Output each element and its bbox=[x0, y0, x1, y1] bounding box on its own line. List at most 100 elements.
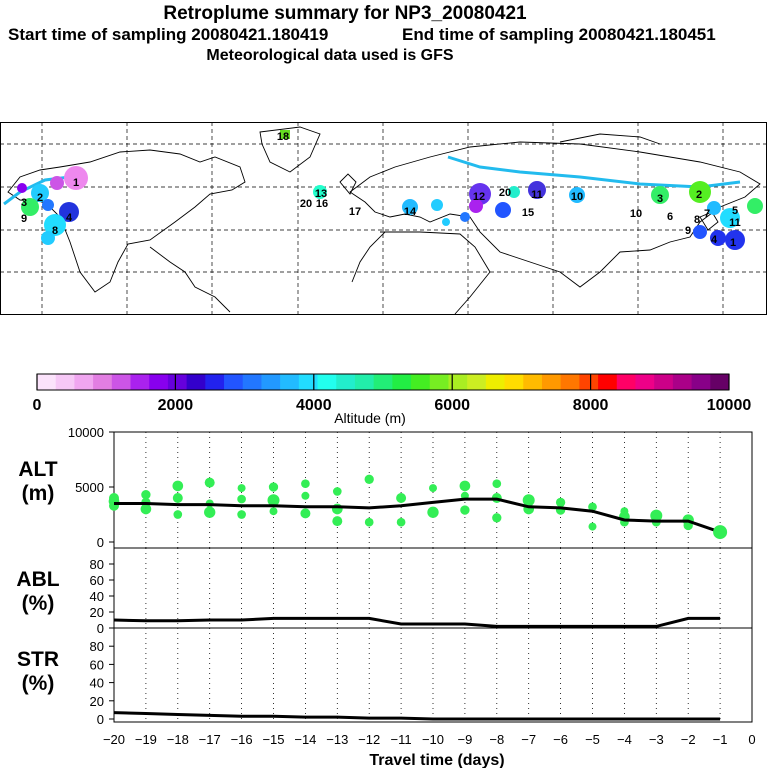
colorbar-cell bbox=[205, 374, 225, 390]
colorbar-cell bbox=[635, 374, 655, 390]
y-axis-label: ABL bbox=[16, 568, 59, 591]
plume-point bbox=[588, 522, 597, 531]
x-tick-label: −2 bbox=[681, 732, 696, 747]
plume-point bbox=[172, 480, 184, 492]
map-label: 10 bbox=[571, 191, 583, 203]
map-label: 11 bbox=[531, 189, 543, 201]
plume-point bbox=[237, 484, 246, 493]
colorbar-cell bbox=[485, 374, 506, 390]
colorbar-cell bbox=[504, 374, 524, 390]
colorbar-cell bbox=[429, 374, 449, 390]
plume-point bbox=[267, 494, 280, 507]
plume-point bbox=[331, 503, 343, 515]
map-label: 4 bbox=[66, 212, 73, 224]
altitude-colorbar: 0 2000 4000 6000 8000 10000 Altitude (m) bbox=[33, 373, 751, 426]
y-tick-label: 80 bbox=[90, 639, 104, 654]
plume-point bbox=[460, 505, 470, 515]
y-tick-label: 80 bbox=[90, 557, 104, 572]
colorbar-cell bbox=[242, 374, 262, 390]
map-label: 10 bbox=[630, 208, 642, 220]
colorbar-cell bbox=[111, 374, 132, 390]
colorbar-cell bbox=[710, 374, 730, 390]
map-label: 8 bbox=[52, 225, 58, 237]
colorbar-cell bbox=[392, 374, 412, 390]
map-label: 16 bbox=[316, 198, 328, 210]
colorbar-cell bbox=[37, 374, 57, 390]
colorbar-cell bbox=[167, 374, 188, 390]
colorbar-cell bbox=[224, 374, 244, 390]
map-label: 1 bbox=[730, 237, 736, 249]
y-axis-label: (m) bbox=[22, 482, 55, 505]
map-label: 13 bbox=[315, 188, 327, 200]
x-tick-label: −14 bbox=[294, 732, 316, 747]
map-label: 12 bbox=[473, 191, 485, 203]
colorbar-cell bbox=[672, 374, 693, 390]
x-tick-label: −4 bbox=[617, 732, 632, 747]
plume-point bbox=[141, 490, 151, 500]
plume-point bbox=[429, 484, 437, 493]
plume-point bbox=[172, 493, 183, 503]
x-tick-label: −10 bbox=[422, 732, 444, 747]
colorbar-cell bbox=[298, 374, 319, 390]
colorbar-cell bbox=[74, 374, 94, 390]
x-tick-label: −13 bbox=[326, 732, 348, 747]
plume-point bbox=[459, 480, 471, 492]
plume-point bbox=[109, 493, 119, 503]
x-tick-label: −19 bbox=[135, 732, 157, 747]
plume-point bbox=[555, 497, 566, 508]
x-tick-label: −3 bbox=[649, 732, 664, 747]
x-tick-label: −8 bbox=[489, 732, 504, 747]
x-tick-label: −9 bbox=[457, 732, 472, 747]
map-label: 6 bbox=[667, 211, 673, 223]
panel-alt: 10000 5000 0 ALT(m) bbox=[18, 425, 753, 550]
plume-point bbox=[301, 491, 310, 500]
x-tick-label: −18 bbox=[167, 732, 189, 747]
colorbar-cell bbox=[280, 374, 300, 390]
y-tick-label: 0 bbox=[97, 621, 104, 636]
plume-point bbox=[364, 517, 374, 527]
plume-point bbox=[269, 507, 278, 516]
colorbar-cell bbox=[149, 374, 169, 390]
plume-point bbox=[332, 516, 343, 527]
end-time-label: End time of sampling 20080421.180451 bbox=[402, 25, 716, 44]
map-graticule bbox=[0, 122, 768, 316]
map-label: 11 bbox=[729, 217, 741, 229]
map-label: 14 bbox=[404, 206, 417, 218]
plume-point bbox=[332, 487, 342, 496]
plume-point bbox=[237, 510, 246, 519]
x-tick-label: 0 bbox=[748, 732, 755, 747]
plume-point bbox=[268, 482, 279, 492]
colorbar-cell bbox=[541, 374, 562, 390]
y-tick-label: 20 bbox=[90, 694, 104, 709]
colorbar-cell bbox=[317, 374, 337, 390]
plume-point bbox=[173, 510, 183, 519]
coastlines bbox=[7, 126, 761, 315]
colorbar-cell bbox=[186, 374, 206, 390]
colorbar-cell bbox=[448, 374, 468, 390]
x-tick-label: −5 bbox=[585, 732, 600, 747]
y-tick-label: 40 bbox=[90, 676, 104, 691]
map-label: 3 bbox=[657, 193, 663, 205]
colorbar-cell bbox=[654, 374, 674, 390]
map-label: 5 bbox=[732, 205, 738, 217]
y-axis-label: (%) bbox=[22, 672, 55, 695]
colorbar-cell bbox=[560, 374, 580, 390]
x-tick-label: −12 bbox=[358, 732, 380, 747]
y-tick-label: 5000 bbox=[75, 480, 104, 495]
map-label: 9 bbox=[685, 225, 691, 237]
x-tick-label: −1 bbox=[713, 732, 728, 747]
colorbar-title: Altitude (m) bbox=[334, 410, 406, 426]
y-tick-label: 10000 bbox=[68, 425, 104, 440]
colorbar-tick-label: 0 bbox=[33, 397, 42, 414]
colorbar-tick-label: 2000 bbox=[158, 397, 194, 414]
start-time-label: Start time of sampling 20080421.180419 bbox=[8, 25, 329, 44]
colorbar-cell bbox=[691, 374, 711, 390]
time-series-panels: 1000050000ALT(m)806040200ABL(%)806040200… bbox=[16, 425, 755, 768]
plume-point bbox=[237, 494, 246, 504]
median-line bbox=[114, 497, 721, 534]
colorbar-cell bbox=[616, 374, 636, 390]
plume-point bbox=[396, 517, 406, 527]
